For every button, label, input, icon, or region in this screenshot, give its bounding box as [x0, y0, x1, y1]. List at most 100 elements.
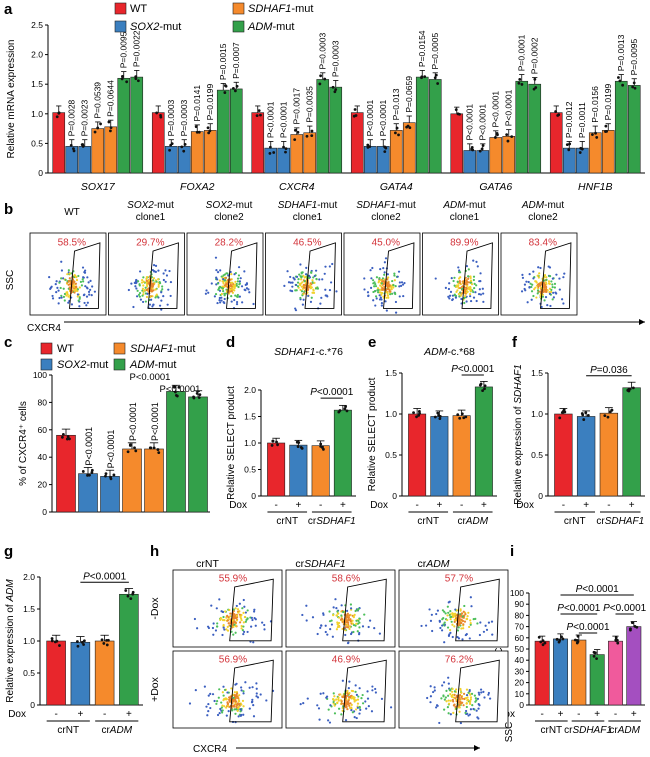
- b-flow-2-event: [227, 274, 230, 277]
- d-bar-dot: [275, 440, 278, 444]
- h-flow-0-2-event: [441, 624, 444, 627]
- b-flow-0-event: [85, 304, 88, 307]
- e-title: ADM-c.*68: [423, 346, 475, 358]
- h-flow-1-2-event: [445, 700, 448, 703]
- c-bar: [188, 396, 208, 513]
- b-flow-0-event: [60, 294, 63, 297]
- h-flow-1-0-event: [237, 705, 241, 708]
- b-flow-6-event: [532, 294, 535, 298]
- a-bar-dot: [494, 136, 497, 139]
- b-flow-5-event: [458, 269, 461, 272]
- b-flow-1-event: [160, 299, 163, 302]
- a-pvalue: P=0.0017: [292, 88, 302, 125]
- b-flow-5-event: [469, 289, 473, 292]
- b-flow-6-event: [542, 290, 545, 293]
- h-flow-0-2-event: [438, 620, 441, 623]
- a-bar-dot: [170, 142, 174, 146]
- b-flow-2-event: [245, 282, 249, 285]
- h-flow-0-1-event: [305, 604, 308, 607]
- b-flow-0-event: [78, 296, 81, 299]
- h-flow-0-0-event: [219, 616, 222, 620]
- b-flow-2-event: [215, 276, 218, 279]
- b-flow-4-event: [371, 266, 374, 270]
- h-flow-0-2-event: [457, 637, 461, 640]
- b-flow-1-event: [158, 281, 161, 284]
- b-flow-1-event: [145, 295, 149, 299]
- b-flow-3-event: [298, 273, 301, 276]
- h-flow-1-2-event: [468, 702, 472, 705]
- b-flow-4-event: [383, 273, 386, 276]
- b-flow-6-event: [548, 266, 552, 269]
- b-flow-4-event: [392, 286, 395, 289]
- h-row-label: +Dox: [149, 676, 161, 702]
- a-bar-dot: [578, 151, 582, 154]
- a-pvalue: P=0.0001: [517, 34, 527, 71]
- a-bar-dot: [621, 83, 625, 87]
- h-flow-1-1-event: [336, 701, 339, 704]
- h-flow-1-1-event: [358, 706, 361, 709]
- b-flow-0-event: [79, 280, 83, 283]
- h-flow-0-2-event: [469, 619, 472, 622]
- b-flow-1-event: [166, 303, 169, 306]
- b-flow-4-event: [388, 288, 391, 291]
- d-bar: [333, 409, 352, 497]
- b-flow-2-event: [233, 289, 236, 292]
- b-flow-4-event: [389, 290, 392, 293]
- b-flow-4-event: [375, 297, 378, 300]
- h-flow-1-0-event: [233, 708, 236, 711]
- a-bar: [463, 150, 477, 174]
- b-flow-0-gate-percent: 58.5%: [58, 237, 86, 248]
- b-flow-6-event: [547, 280, 551, 283]
- a-bar-dot: [183, 143, 187, 146]
- c-bar-dot: [148, 446, 152, 450]
- a-y-tick-label: 0: [38, 168, 43, 178]
- f-dox-sign: +: [629, 500, 635, 511]
- b-sample-title: SOX2-mut: [206, 200, 253, 211]
- a-pvalue: P=0.013: [391, 88, 401, 120]
- b-flow-4-event: [397, 270, 401, 273]
- h-flow-1-1-frame: [285, 650, 396, 729]
- b-flow-6-event: [534, 280, 537, 283]
- h-flow-1-0-event: [228, 699, 232, 702]
- d-bar-dot: [337, 410, 341, 414]
- a-pvalue: P=0.0539: [93, 82, 103, 119]
- a-pvalue: P<0.0001: [478, 104, 488, 141]
- a-bar: [363, 146, 377, 174]
- b-flow-1-event: [158, 304, 162, 307]
- a-bar-dot: [96, 126, 100, 130]
- h-flow-1-0-event: [227, 710, 230, 713]
- b-flow-1-event: [152, 289, 155, 292]
- h-flow-1-2-event: [462, 704, 465, 707]
- h-flow-0-2-event: [484, 624, 487, 627]
- b-flow-5-event: [470, 283, 474, 286]
- h-flow-1-2-event: [465, 693, 469, 697]
- a-bar-dot: [168, 148, 171, 152]
- h-flow-1-1-event: [316, 704, 319, 707]
- b-flow-5-event: [448, 282, 451, 285]
- panel-letter-c: c: [4, 334, 12, 351]
- h-flow-1-0-event: [233, 704, 236, 707]
- i-bar: [571, 639, 587, 706]
- b-flow-3-event: [329, 281, 333, 284]
- h-flow-0-2-event: [460, 627, 463, 630]
- a-bar-dot: [284, 150, 287, 154]
- e-bar-dot: [417, 414, 421, 417]
- d-bar: [311, 445, 330, 497]
- h-flow-1-1-event: [337, 699, 340, 702]
- a-y-tick-label: 2.5: [31, 20, 43, 30]
- h-flow-0-0-event: [234, 607, 237, 610]
- a-bar-dot: [436, 82, 440, 85]
- b-flow-6-event: [543, 274, 547, 277]
- b-flow-6-event: [562, 276, 565, 279]
- b-flow-6-event: [526, 301, 529, 304]
- b-flow-4-event: [394, 285, 397, 288]
- b-flow-5-event: [475, 299, 478, 303]
- h-flow-1-1-event: [348, 680, 351, 683]
- a-pvalue: P=0.0013: [616, 34, 626, 71]
- f-bar-dot: [581, 413, 585, 417]
- h-flow-1-0-event: [234, 683, 237, 686]
- h-flow-0-0-event: [214, 629, 218, 632]
- a-bar: [562, 147, 576, 174]
- h-flow-0-0-event: [253, 608, 256, 611]
- d-title: SDHAF1-c.*76: [274, 346, 343, 358]
